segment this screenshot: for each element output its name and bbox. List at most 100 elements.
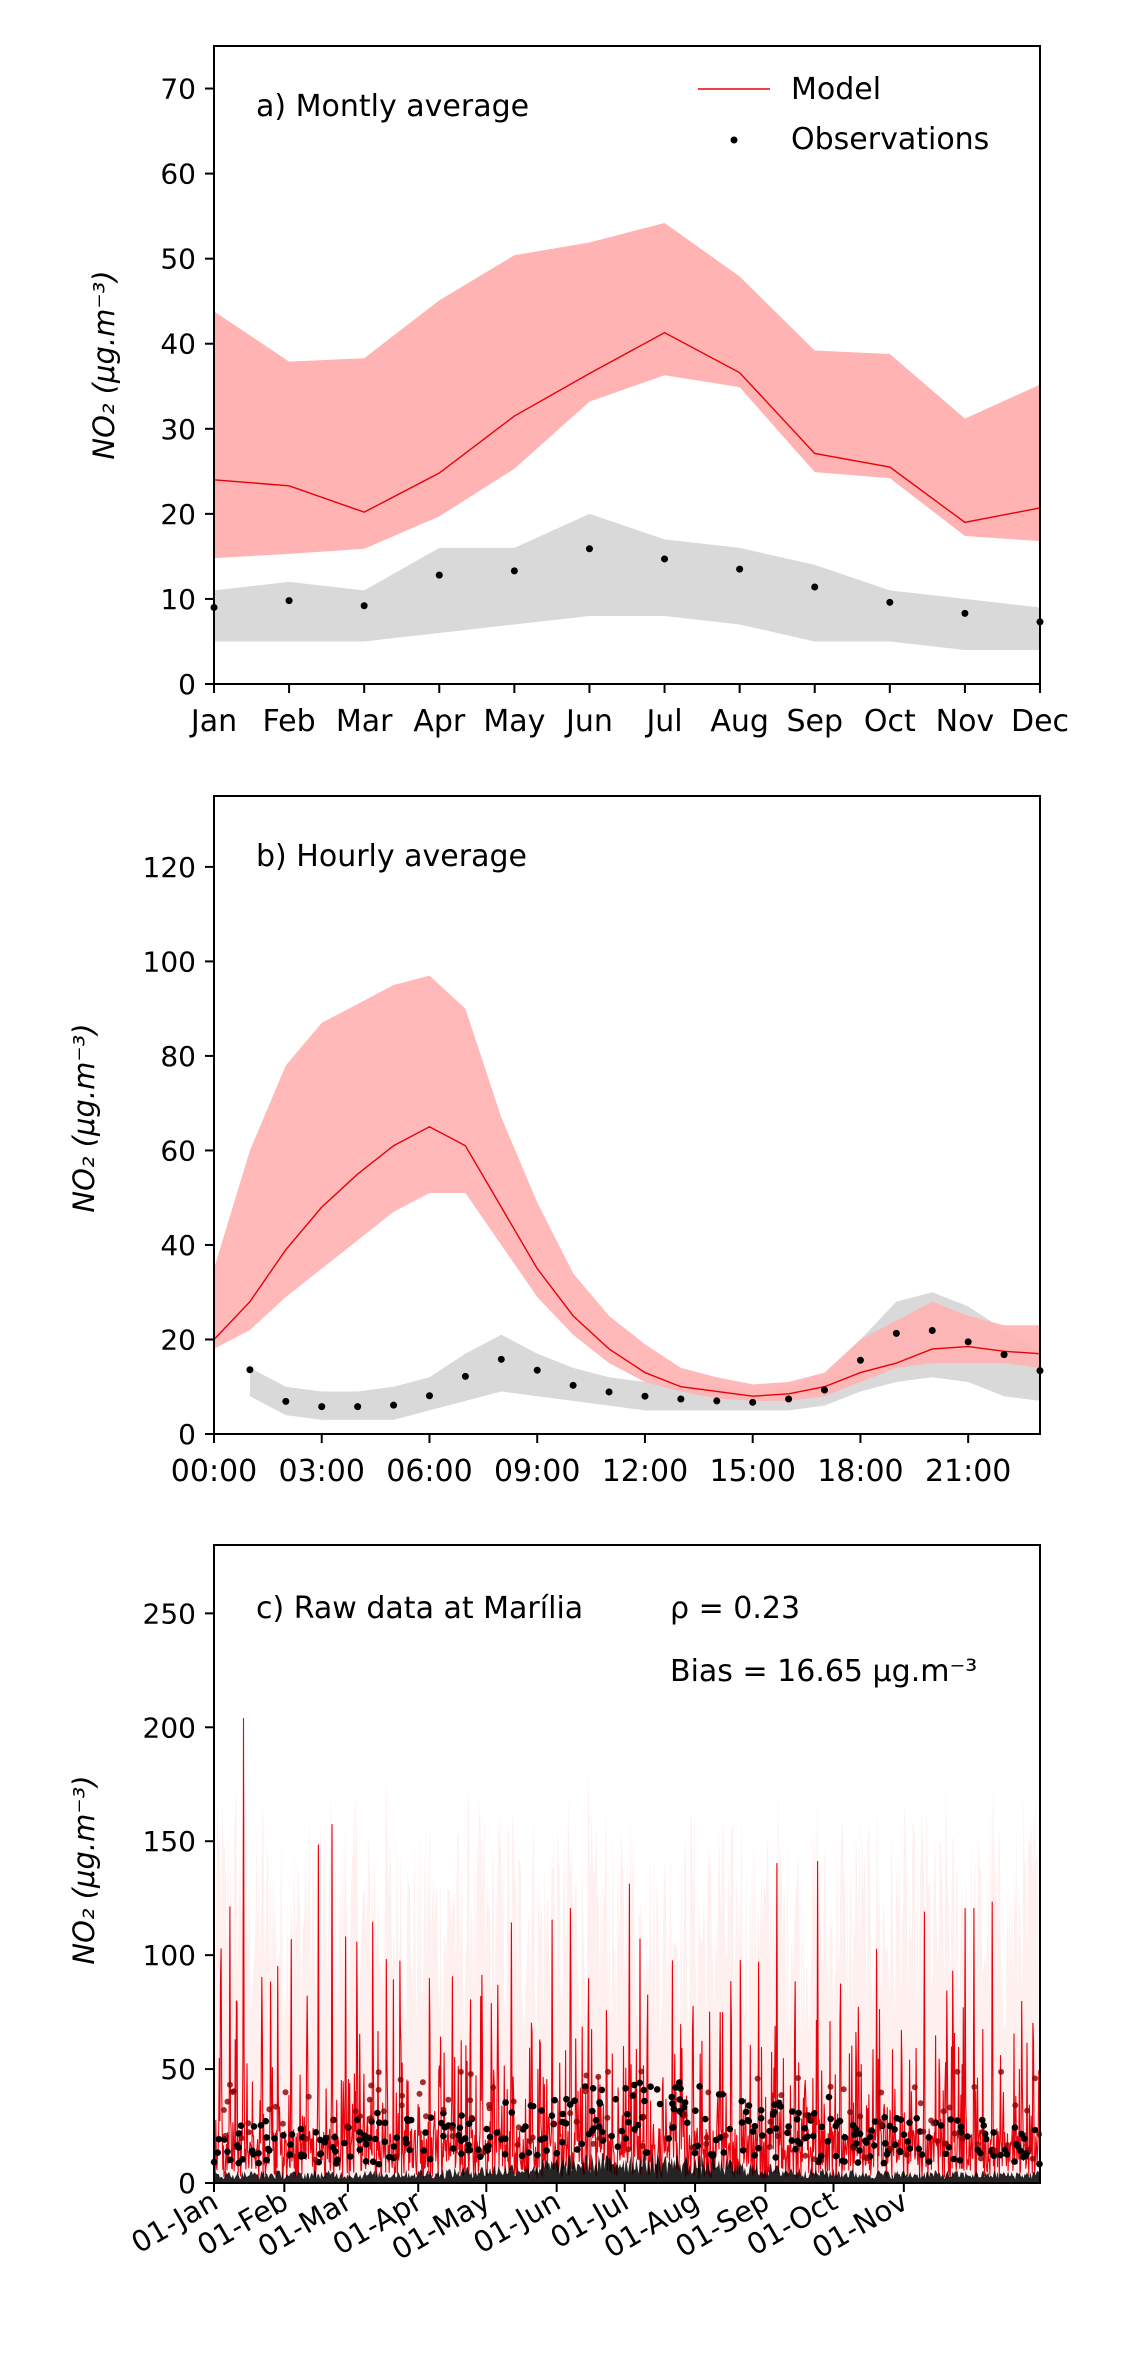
observation-point [1011,2158,1018,2165]
model-point [689,2144,696,2151]
observation-point [672,2084,679,2091]
observation-point [566,2101,574,2108]
observation-point [785,2123,792,2130]
observation-point [815,2156,823,2164]
observation-point [498,2136,505,2143]
observation-point [262,2117,270,2125]
observation-point [870,2142,878,2149]
model-point [375,2069,382,2076]
model-point [703,2140,710,2147]
observation-point [757,2115,765,2122]
observation-point [881,2140,889,2147]
observation-point [248,2148,256,2156]
legend-observations-label: Observations [791,122,989,157]
model-point [604,2114,611,2121]
panel-a-ylabel: NO₂ (μg.m⁻³) [87,270,121,459]
observation-point [246,1366,254,1374]
panel-b-xtick-label: 00:00 [171,1454,257,1489]
observation-point [691,2149,699,2157]
model-point [850,2145,857,2152]
model-point [703,2134,710,2141]
model-point [445,2096,452,2103]
observation-point [347,2153,354,2160]
panel-b-xtick-label: 15:00 [709,1454,795,1489]
observation-point [598,2128,606,2136]
observation-point [881,2114,888,2121]
model-point [399,2092,406,2099]
panel-a-legend: Model Observations [698,72,989,157]
observation-point [622,2135,630,2142]
model-point [754,2075,761,2082]
observation-point [1011,2124,1019,2131]
model-point [774,2133,781,2139]
observation-point [224,2148,231,2155]
observation-point [866,2133,874,2141]
observation-point [795,2109,802,2117]
observation-point [676,2096,684,2103]
observation-point [629,2092,637,2099]
observation-point [653,2086,661,2093]
observation-point [785,1395,793,1403]
observation-point [739,2147,747,2154]
observation-point [736,565,744,573]
observation-point [720,2149,728,2156]
model-point [573,2118,580,2125]
model-point [920,2128,927,2135]
panel-a-xtick-label: Feb [263,704,316,739]
panel-a-ytick-label: 30 [160,413,196,446]
model-point [722,2132,729,2139]
observation-point [458,2137,465,2144]
model-point [959,2135,966,2142]
observation-point [749,2128,757,2135]
observation-point [234,2142,241,2149]
model-point [1004,2142,1011,2149]
observation-point [538,2107,545,2114]
observation-point [458,2150,465,2157]
model-point [954,2068,961,2075]
observation-point [288,2131,296,2138]
observation-point [863,2139,870,2146]
model-point [227,2081,233,2088]
panel-b-xtick-label: 06:00 [386,1454,472,1489]
model-point [861,2154,868,2161]
observation-point [334,2156,341,2163]
observation-point [849,2122,857,2129]
panel-b-xtick-label: 18:00 [817,1454,903,1489]
observation-point [818,2123,826,2131]
model-point [940,2108,947,2115]
model-point [515,2124,522,2131]
observation-point [1021,2135,1028,2142]
observation-point [928,1327,936,1335]
observation-point [851,2131,858,2138]
observation-point [801,2124,808,2132]
observation-point [670,2105,678,2113]
observation-point [624,2110,631,2118]
observation-point [386,2153,393,2161]
model-point [220,2107,227,2113]
model-point [224,2098,231,2105]
observation-point [676,2079,683,2086]
observation-point [893,2115,901,2122]
observation-point [937,2122,945,2129]
model-point [625,2146,632,2153]
observation-point [286,2151,294,2158]
observation-point [641,1392,649,1400]
observation-point [559,2110,567,2118]
observation-point [581,2083,589,2090]
model-point [767,2118,774,2125]
model-point [467,2097,474,2104]
observation-point [466,2146,474,2154]
model-point [305,2093,312,2100]
legend-model-label: Model [791,72,881,107]
observation-point [585,545,593,553]
observation-point [738,2097,746,2105]
observation-point [541,2134,548,2142]
observation-point [964,1338,972,1346]
model-point [397,2076,404,2083]
observation-point [821,1386,829,1394]
observation-point [643,2149,651,2156]
observation-point [356,2128,363,2136]
observation-point [390,1401,398,1409]
model-point [887,2145,894,2152]
observation-point [684,2119,691,2127]
